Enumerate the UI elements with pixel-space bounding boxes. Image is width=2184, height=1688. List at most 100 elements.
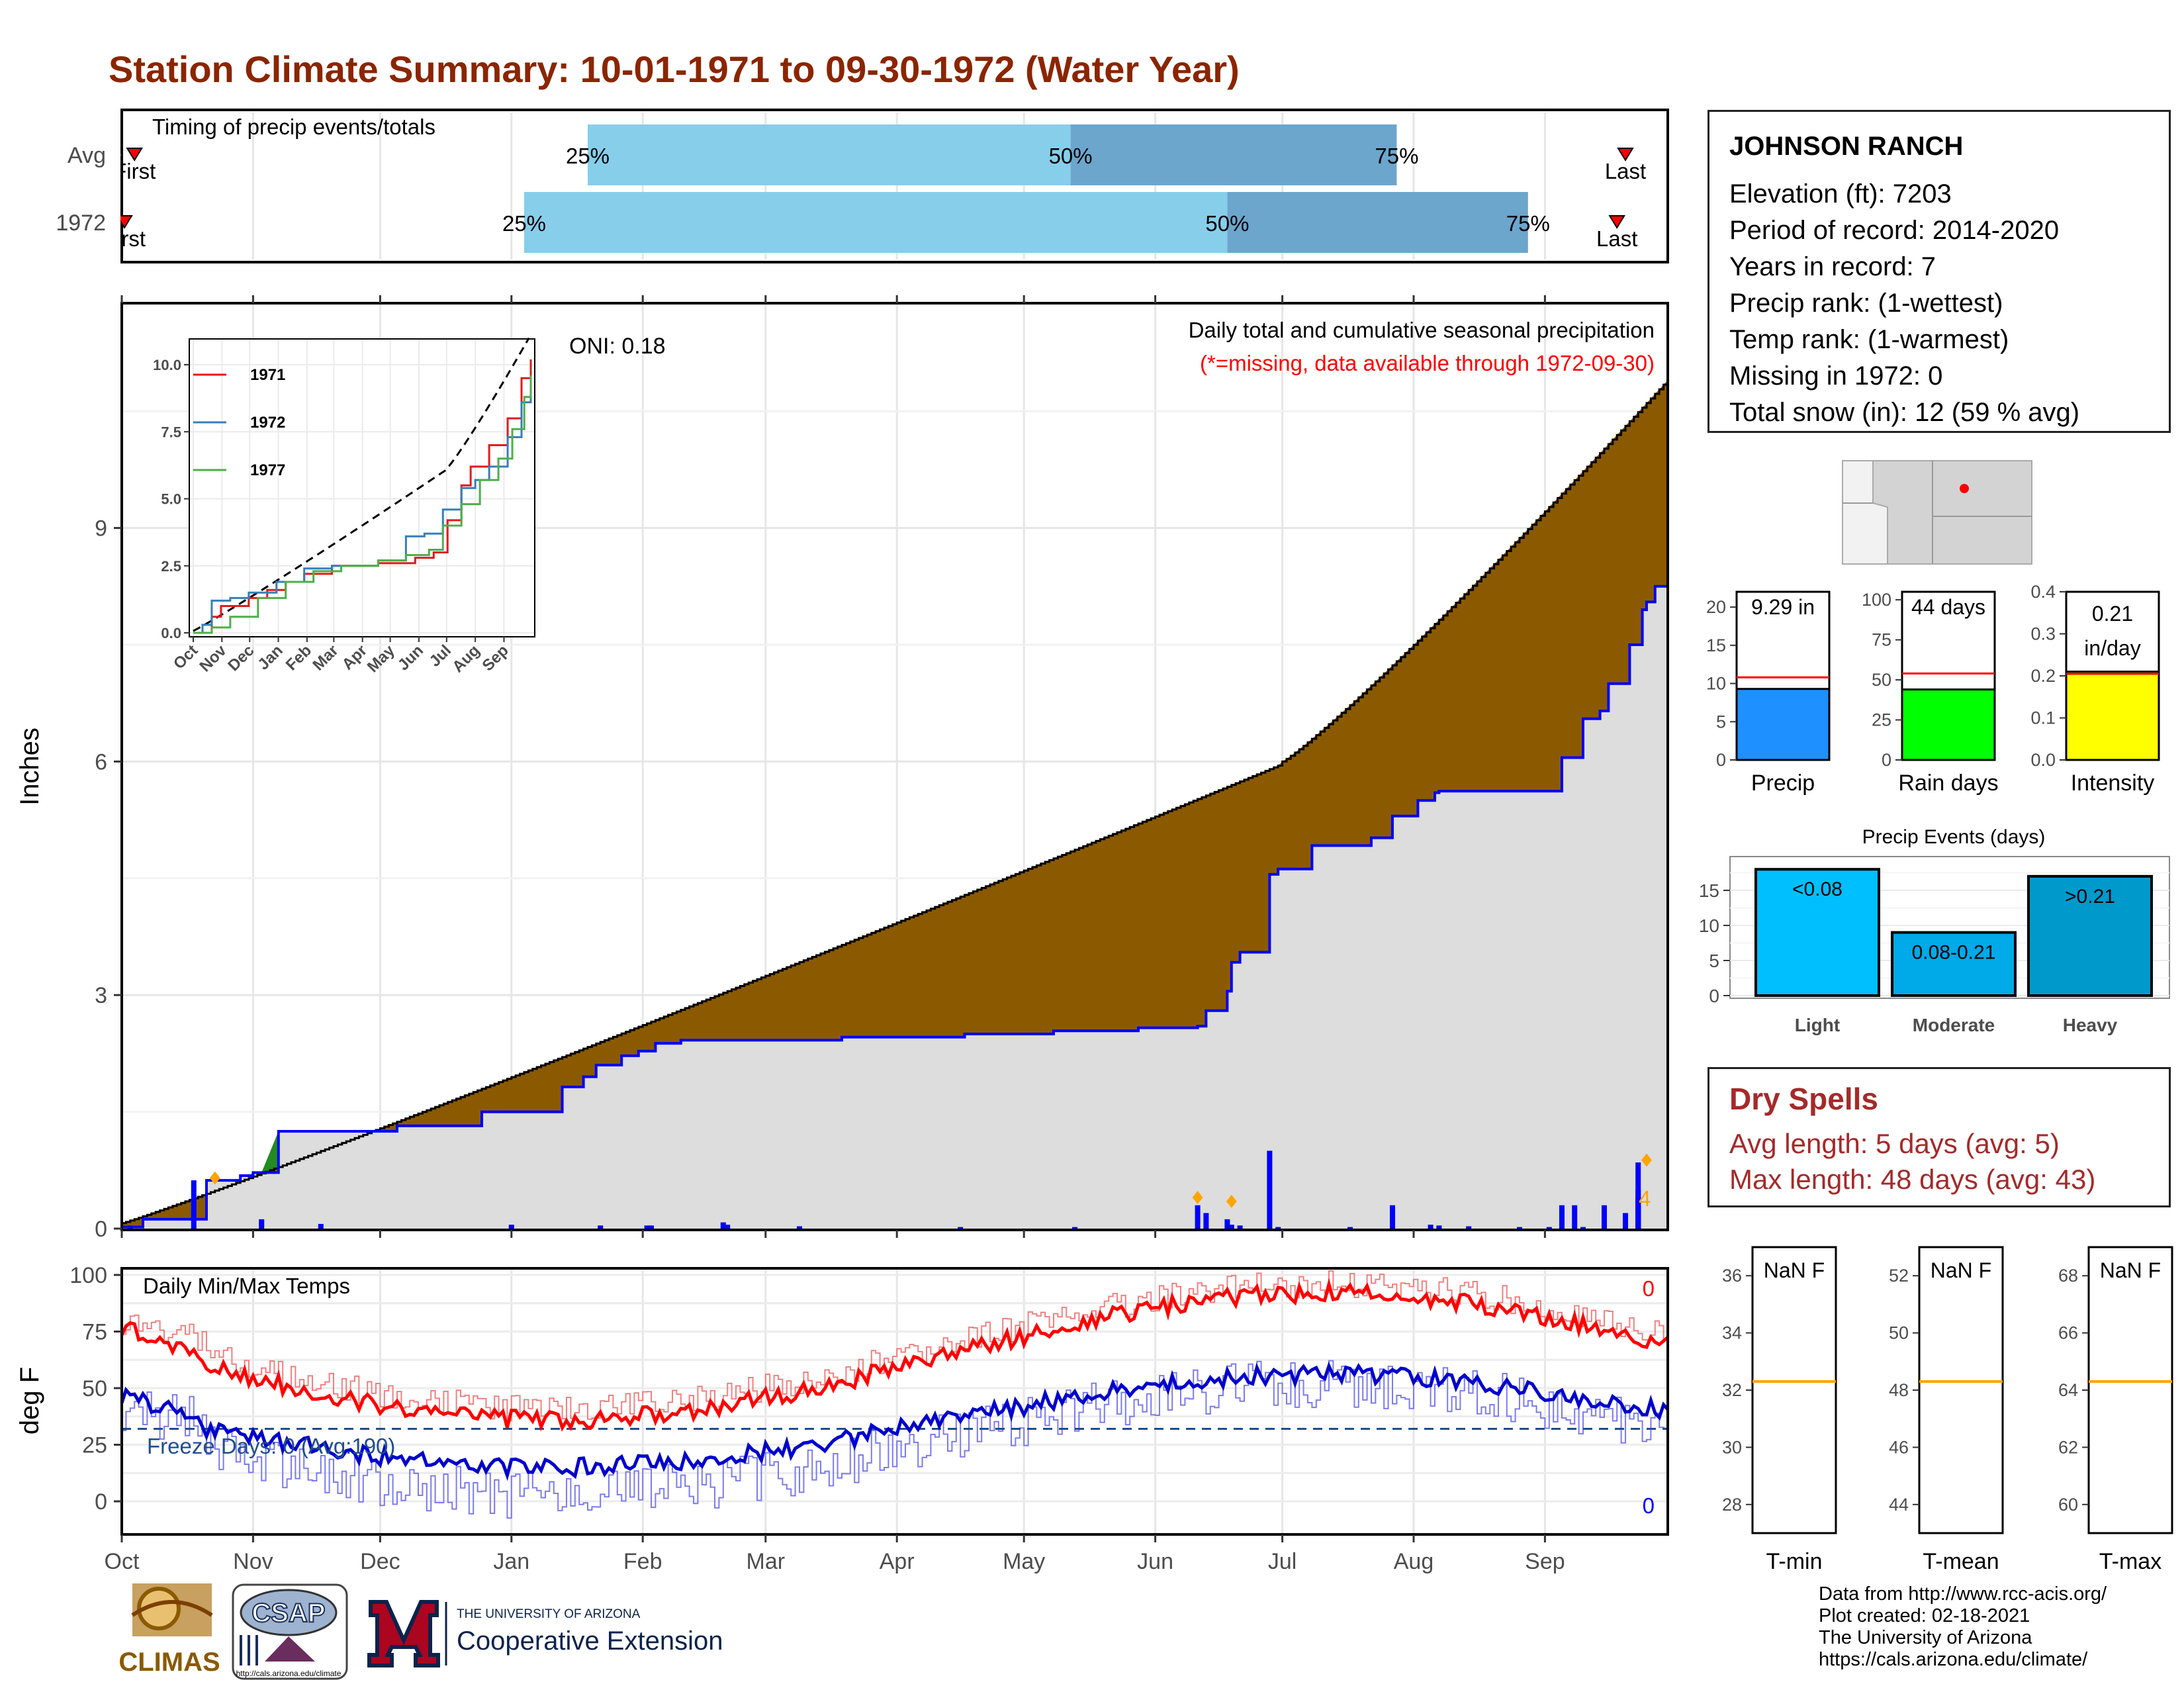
month-tick: May bbox=[1003, 1549, 1045, 1574]
daily-precip-bar bbox=[1428, 1225, 1433, 1229]
observed-cumulative-area bbox=[122, 586, 1668, 1229]
credit-university: The University of Arizona bbox=[1819, 1627, 2032, 1648]
precip-y-axis-label: Inches bbox=[15, 727, 44, 806]
summary-bar-fill bbox=[1735, 688, 1831, 761]
temp-gauge-tick: 60 bbox=[2058, 1495, 2078, 1515]
dry-spells-box: Dry Spells Avg length: 5 days (avg: 5) M… bbox=[1707, 1067, 2171, 1207]
timing-bar-25-50 bbox=[588, 124, 1071, 185]
daily-precip-bar bbox=[259, 1219, 265, 1229]
temp-gauge-value: NaN F bbox=[1764, 1258, 1825, 1282]
event-bar-light bbox=[1754, 868, 1880, 997]
daily-precip-bar bbox=[1466, 1226, 1472, 1229]
daily-precip-bar bbox=[644, 1225, 650, 1229]
month-tick: Aug bbox=[1394, 1549, 1434, 1574]
inset-series-1977 bbox=[193, 375, 532, 634]
temp-gauge-tick: 46 bbox=[1889, 1437, 1909, 1457]
summary-bar-value-unit: in/day bbox=[2084, 636, 2140, 660]
summary-bars: 0 5 10 15 20 9.29 in Precip 0 25 50 75 100 44 days Ra… bbox=[1706, 582, 2160, 796]
summary-bar-fill bbox=[1901, 688, 1996, 761]
summary-bar-tick: 20 bbox=[1706, 597, 1726, 617]
events-title: Precip Events (days) bbox=[1862, 826, 2046, 848]
credit-url: https://cals.arizona.edu/climate/ bbox=[1819, 1649, 2088, 1670]
last-event-label: Last bbox=[1596, 226, 1637, 251]
observed-cumulative-line bbox=[120, 585, 1668, 1229]
summary-bar-precip: 0 5 10 15 20 9.29 in Precip bbox=[1706, 590, 1831, 796]
temp-panel-label: Daily Min/Max Temps bbox=[143, 1274, 350, 1298]
temp-gauge-tick: 62 bbox=[2058, 1437, 2078, 1457]
ua-logo: THE UNIVERSITY OF ARIZONA Cooperative Ex… bbox=[367, 1600, 723, 1667]
csap-logo: CSAP http://cals.arizona.edu/climate bbox=[232, 1583, 348, 1680]
summary-bar-tick: 50 bbox=[1872, 670, 1891, 690]
snow-marker bbox=[1226, 1194, 1237, 1208]
credit-data-source: Data from http://www.rcc-acis.org/ bbox=[1819, 1583, 2107, 1605]
precip-y-tick: 3 bbox=[95, 983, 107, 1008]
event-bar-label: <0.08 bbox=[1792, 878, 1843, 900]
dry-spells-avg: Avg length: 5 days (avg: 5) bbox=[1729, 1128, 2060, 1159]
summary-bar-tick: 0.4 bbox=[2030, 582, 2056, 602]
events-y-tick: 5 bbox=[1709, 951, 1719, 971]
summary-bar-fill bbox=[2065, 671, 2160, 761]
inset-y-tick: 7.5 bbox=[161, 424, 181, 440]
summary-bar-label: Precip bbox=[1751, 771, 1815, 796]
inset-x-tick: Mar bbox=[309, 641, 341, 674]
inset-x-tick: May bbox=[364, 641, 399, 677]
tmin-avg-line bbox=[122, 1360, 1668, 1519]
temp-gauge-label: T-min bbox=[1766, 1549, 1823, 1574]
temp-gauge-value: NaN F bbox=[1931, 1258, 1991, 1282]
inset-y-tick: 0.0 bbox=[161, 625, 181, 641]
temp-gauge-label: T-max bbox=[2099, 1549, 2161, 1574]
summary-bar-tick: 0.0 bbox=[2030, 750, 2056, 770]
temp-gauge-tick: 30 bbox=[1722, 1437, 1742, 1457]
event-bar-label: 0.08-0.21 bbox=[1912, 942, 1996, 964]
daily-precip-bar bbox=[797, 1226, 802, 1229]
tmax-observed-line bbox=[120, 1278, 1669, 1432]
inset-y-tick: 10.0 bbox=[153, 357, 181, 373]
temp-y-axis-label: deg F bbox=[15, 1367, 44, 1434]
event-category-label: Light bbox=[1795, 1015, 1840, 1035]
temp-gauges: 28 30 32 34 36 NaN F T-min 44 46 48 50 52 NaN F T-mea… bbox=[1722, 1246, 2173, 1574]
temp-y-tick: 0 bbox=[95, 1489, 107, 1515]
event-bar-moderate bbox=[1891, 931, 2017, 997]
climas-logo: CLIMAS bbox=[118, 1583, 220, 1677]
daily-precip-bar bbox=[1580, 1227, 1586, 1229]
daily-precip-bar bbox=[318, 1223, 324, 1229]
timing-bar-50-75 bbox=[1070, 124, 1397, 185]
inset-x-tick: Apr bbox=[339, 641, 371, 673]
daily-precip-bar bbox=[725, 1225, 731, 1229]
summary-bar-intensity: 0.0 0.1 0.2 0.3 0.4 0.21 in/day Intensity bbox=[2030, 582, 2160, 796]
timing-panel: Timing of precip events/totals Avg 25% 50%… bbox=[56, 109, 1669, 263]
daily-precip-bar bbox=[1546, 1227, 1552, 1229]
timing-row-Avg: Avg 25% 50% 75%First Last bbox=[68, 124, 1646, 185]
temp-gauge-tick: 44 bbox=[1889, 1495, 1909, 1515]
daily-precip-bar bbox=[1224, 1219, 1230, 1229]
missing-note: (*=missing, data available through 1972-… bbox=[1200, 351, 1655, 375]
summary-bar-value: 9.29 in bbox=[1751, 595, 1815, 619]
event-category-label: Heavy bbox=[2063, 1015, 2118, 1035]
temp-gauge-tick: 66 bbox=[2058, 1323, 2078, 1343]
timing-row-label: Avg bbox=[68, 143, 106, 168]
event-bar-label: >0.21 bbox=[2065, 886, 2115, 908]
inset-legend-label: 1977 bbox=[250, 461, 285, 479]
inset-x-tick: Jan bbox=[254, 641, 286, 673]
cumulative-inset: 0.02.55.07.510.0OctNovDecJanFebMarAprMay… bbox=[153, 337, 535, 677]
daily-precip-bar bbox=[1237, 1225, 1243, 1229]
precip-panel: 0 3 6 9 Inches ONI: 0.18 Daily total and cu… bbox=[15, 295, 1669, 1242]
inset-x-tick: Oct bbox=[170, 641, 201, 673]
timing-panel-label: Timing of precip events/totals bbox=[152, 115, 435, 139]
inset-x-tick: Aug bbox=[449, 641, 483, 676]
daily-precip-bar bbox=[1275, 1227, 1281, 1229]
temp-gauge-value: NaN F bbox=[2100, 1258, 2161, 1282]
events-y-tick: 0 bbox=[1709, 986, 1719, 1006]
inset-x-tick: Nov bbox=[196, 641, 230, 676]
month-tick: Dec bbox=[360, 1549, 400, 1574]
summary-bar-tick: 10 bbox=[1706, 674, 1726, 694]
summary-bar-tick: 0.1 bbox=[2030, 708, 2056, 728]
timing-bar-50-75 bbox=[1227, 192, 1528, 253]
month-tick: Jan bbox=[493, 1549, 529, 1574]
station-period: Period of record: 2014-2020 bbox=[1729, 216, 2060, 245]
timing-bar-25-50 bbox=[524, 192, 1228, 253]
inset-legend-label: 1972 bbox=[250, 414, 285, 432]
station-precip-rank: Precip rank: (1-wettest) bbox=[1729, 289, 2003, 318]
daily-precip-bar bbox=[1072, 1227, 1077, 1229]
